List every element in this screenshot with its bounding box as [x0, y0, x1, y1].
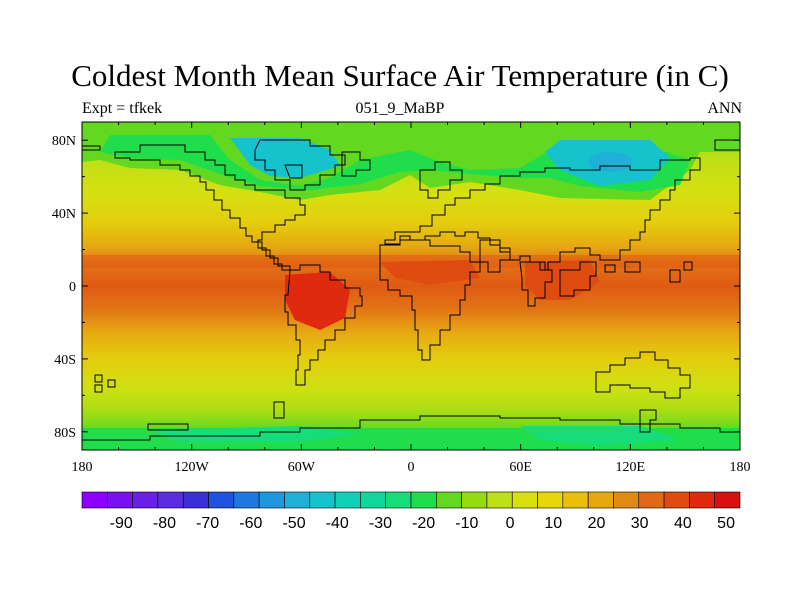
colorbar-label: -40 [326, 515, 349, 532]
colorbar-label: -90 [110, 515, 133, 532]
lon-tick-label: 60W [288, 460, 316, 475]
south-america-outline [284, 264, 363, 386]
island-outline-1 [604, 264, 616, 273]
colorbar-swatch [562, 491, 589, 509]
colorbar-label: -10 [455, 515, 478, 532]
experiment-label: Expt = tfkek [82, 100, 163, 117]
colorbar-swatch [537, 491, 564, 509]
colorbar-swatch [461, 491, 488, 509]
lon-tick-label: 120W [175, 460, 210, 475]
colorbar-label: -70 [196, 515, 219, 532]
colorbar-label: -30 [369, 515, 392, 532]
colorbar-swatch [208, 491, 235, 509]
africa-outline [379, 239, 481, 361]
eurasia-outline [384, 157, 701, 271]
lon-tick-label: 60E [509, 460, 532, 475]
greenland-outline [254, 139, 346, 191]
colorbar-swatch [132, 491, 159, 509]
antarctica-outline [82, 415, 740, 441]
colorbar-swatch [182, 491, 209, 509]
colorbar-swatch [385, 491, 412, 509]
colorbar-labels: -90 -80 -70 -60 -50 -40 -30 -20 -10 0 10 20 30 40 50 [110, 515, 735, 532]
antarctic-colder-zone [150, 426, 360, 442]
south-america-hot-core [285, 272, 350, 330]
colorbar-swatch [284, 491, 311, 509]
colorbar-swatch [613, 491, 640, 509]
hudson-bay-outline [284, 164, 303, 179]
arctic-island-west [82, 145, 101, 151]
colorbar-swatch [436, 491, 462, 509]
colorbar-label: 10 [544, 515, 562, 532]
colorbar-label: -60 [239, 515, 262, 532]
island-outline-2 [624, 261, 641, 273]
colorbar-swatch [689, 491, 715, 509]
colorbar-swatch [638, 491, 665, 509]
pacific-island-2 [107, 379, 116, 388]
new-zealand-outline [639, 409, 657, 433]
siberia-coldest-spot [588, 152, 632, 172]
colorbar-swatch [714, 491, 741, 509]
lon-tick-label: 180 [730, 460, 751, 475]
colorbar-label: 30 [631, 515, 649, 532]
arctic-island-outline [341, 151, 371, 177]
lon-tick-label: 180 [72, 460, 93, 475]
colorbar-label: 50 [717, 515, 735, 532]
colorbar-swatch [107, 491, 133, 509]
arctic-island-east [714, 139, 740, 151]
colorbar-label: -20 [412, 515, 435, 532]
lat-tick-label: 40S [54, 353, 76, 368]
india-outline [519, 261, 553, 307]
colorbar [81, 491, 741, 509]
north-america-cold-core [230, 138, 340, 178]
south-atlantic-island [273, 401, 285, 419]
colorbar-swatch [663, 491, 690, 509]
lon-tick-label: 120E [616, 460, 646, 475]
colorbar-label: -50 [282, 515, 305, 532]
colorbar-swatch [360, 491, 386, 509]
antarctic-peninsula-island [147, 423, 189, 431]
colorbar-label: -80 [153, 515, 176, 532]
southeast-asia-outline [559, 261, 597, 297]
coastlines [82, 139, 740, 441]
pacific-island-3 [94, 384, 103, 393]
lat-tick-label: 80N [52, 134, 76, 149]
colorbar-swatch [233, 491, 260, 509]
colorbar-label: 0 [506, 515, 515, 532]
colorbar-swatch [334, 491, 361, 509]
map-tick-labels: 180 120W 60W 0 60E 120E 180 80N 40N 0 40S 80S [52, 134, 751, 475]
colorbar-swatch [258, 491, 285, 509]
lon-tick-label: 0 [408, 460, 415, 475]
australia-outline [595, 351, 691, 399]
arabia-outline [479, 239, 511, 273]
arctic-colder-zone [100, 135, 690, 192]
lat-tick-label: 0 [69, 280, 76, 295]
colorbar-swatch [486, 491, 513, 509]
island-outline-4 [683, 261, 693, 271]
season-label: ANN [707, 100, 742, 117]
colorbar-swatch [157, 491, 184, 509]
north-america-outline [114, 144, 306, 271]
map-ticks [81, 122, 741, 450]
lat-tick-label: 80S [54, 426, 76, 441]
scandinavia-outline [419, 161, 463, 199]
pacific-island-1 [94, 374, 103, 383]
colorbar-swatch [511, 491, 538, 509]
colorbar-swatch [587, 491, 614, 509]
colorbar-swatch [309, 491, 336, 509]
colorbar-swatch [81, 491, 108, 509]
colorbar-swatch [410, 491, 437, 509]
africa-hot-core [380, 260, 480, 285]
lat-tick-label: 40N [52, 207, 76, 222]
island-outline-3 [669, 269, 681, 283]
colorbar-label: 40 [674, 515, 692, 532]
colorbar-label: 20 [588, 515, 606, 532]
time-label: 051_9_MaBP [355, 100, 445, 117]
page-title: Coldest Month Mean Surface Air Temperatu… [71, 58, 729, 93]
